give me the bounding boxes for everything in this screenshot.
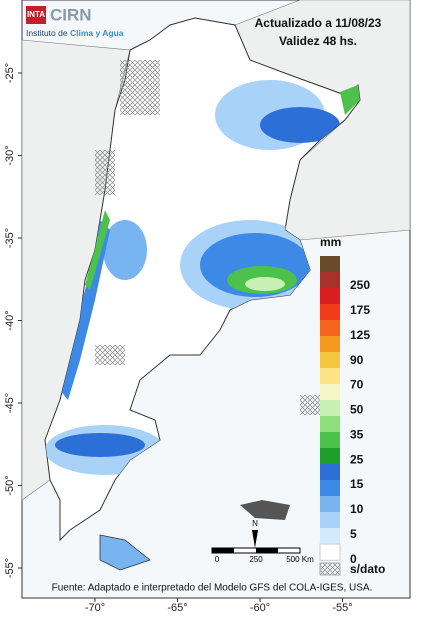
legend-swatch xyxy=(320,448,340,465)
tierra-del-fuego xyxy=(99,534,151,571)
legend-label: 250 xyxy=(350,278,370,292)
legend-swatch xyxy=(320,432,340,449)
legend-swatch xyxy=(320,368,340,385)
no-data xyxy=(95,150,115,195)
lon-label: -60° xyxy=(250,602,270,614)
legend-label: 35 xyxy=(350,427,364,441)
logo: INTA xyxy=(27,10,45,19)
precipitation xyxy=(45,80,340,475)
lat-label: -40° xyxy=(4,310,16,330)
misiones-rain xyxy=(340,85,360,115)
legend-swatch xyxy=(320,352,340,369)
legend-label: 10 xyxy=(350,502,364,516)
legend-swatch xyxy=(319,543,341,561)
no-data xyxy=(120,60,160,115)
malvinas xyxy=(240,500,290,520)
legend-label: 90 xyxy=(350,353,364,367)
lat-label: -35° xyxy=(4,228,16,248)
scale-label: 250 xyxy=(249,555,263,564)
scale-label: 0 xyxy=(215,555,220,564)
legend-label: 175 xyxy=(350,303,370,317)
updated: Actualizado a 11/08/23 xyxy=(255,16,382,30)
scale-label: 500 Km xyxy=(286,555,314,564)
north-arrow xyxy=(252,530,258,548)
legend-swatch xyxy=(320,528,340,545)
scale-bar xyxy=(256,548,278,553)
lat-label: -50° xyxy=(4,475,16,495)
no-data xyxy=(95,345,125,365)
lon-label: -70° xyxy=(85,602,105,614)
legend-label: 5 xyxy=(350,527,357,541)
legend-swatch xyxy=(319,562,341,576)
lat-label: -45° xyxy=(4,393,16,413)
validity: Validez 48 hs. xyxy=(279,34,357,48)
legend-swatch xyxy=(320,400,340,417)
footer: Fuente: Adaptado e interpretado del Mode… xyxy=(52,583,373,594)
legend-label: 70 xyxy=(350,378,364,392)
institute: Instituto de Clima y Agua xyxy=(26,28,124,38)
legend-swatch xyxy=(320,464,340,481)
legend-swatch xyxy=(320,320,340,337)
legend-label: 25 xyxy=(350,452,364,466)
lat-label: -25° xyxy=(4,63,16,83)
north: N xyxy=(252,519,258,528)
lon-label: -65° xyxy=(167,602,187,614)
legend-swatch xyxy=(320,256,340,273)
legend-label: 15 xyxy=(350,477,364,491)
legend-swatch xyxy=(320,384,340,401)
legend-swatch xyxy=(320,272,340,289)
logo-box xyxy=(26,6,46,24)
legend-swatch xyxy=(320,512,340,529)
lon-label: -55° xyxy=(332,602,352,614)
lat-label: -55° xyxy=(4,558,16,578)
legend-title: mm xyxy=(320,235,341,249)
scale-bar xyxy=(212,548,234,553)
legend-swatch xyxy=(320,336,340,353)
legend-swatch xyxy=(320,304,340,321)
legend-label: 0 xyxy=(350,552,357,566)
legend-label: 125 xyxy=(350,328,370,342)
legend-label: 50 xyxy=(350,403,364,417)
legend-swatch xyxy=(320,416,340,433)
legend-swatch xyxy=(320,496,340,513)
legend-label: s/dato xyxy=(350,562,385,576)
brand: CIRN xyxy=(50,5,92,24)
legend-swatch xyxy=(320,480,340,497)
lat-label: -30° xyxy=(4,145,16,165)
legend-swatch xyxy=(320,288,340,305)
